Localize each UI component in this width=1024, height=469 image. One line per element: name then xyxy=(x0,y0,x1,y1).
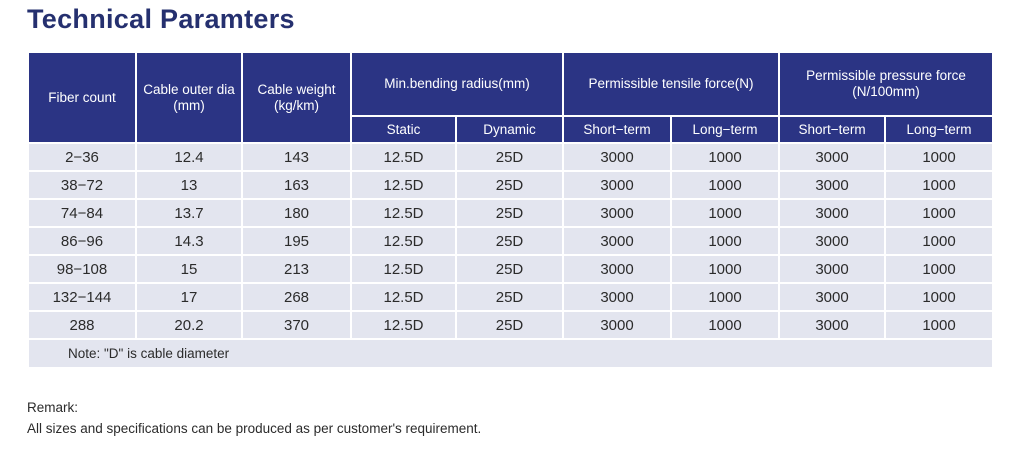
table-cell: 1000 xyxy=(669,282,781,312)
header-row: Fiber count Cable outer dia (mm) Cable w… xyxy=(27,51,995,144)
table-row: 38−72 13 163 12.5D 25D 3000 1000 3000 1000 xyxy=(27,170,995,200)
table-cell: 17 xyxy=(135,282,243,312)
table-cell: 25D xyxy=(455,282,564,312)
table-cell: 1000 xyxy=(669,142,781,172)
table-row: 98−108 15 213 12.5D 25D 3000 1000 3000 1000 xyxy=(27,254,995,284)
table-cell: 1000 xyxy=(669,310,781,340)
table-cell: 13.7 xyxy=(135,198,243,228)
table-cell: 1000 xyxy=(884,170,995,200)
table-cell: 3000 xyxy=(562,142,672,172)
table-cell: 213 xyxy=(241,254,352,284)
subheader-tensile-long-term: Long−term xyxy=(669,115,781,144)
table-cell: 1000 xyxy=(884,142,995,172)
table-cell: 3000 xyxy=(778,142,887,172)
table-row: 74−84 13.7 180 12.5D 25D 3000 1000 3000 1000 xyxy=(27,198,995,228)
table-cell: 1000 xyxy=(669,170,781,200)
subheader-row: Static Dynamic Short−term Long−term Shor… xyxy=(28,115,995,144)
table-cell: 3000 xyxy=(778,282,887,312)
table-cell: 1000 xyxy=(884,198,995,228)
table-cell: 12.4 xyxy=(135,142,243,172)
table-cell: 25D xyxy=(455,226,564,256)
remark-text: All sizes and specifications can be prod… xyxy=(27,421,482,436)
table-cell: 3000 xyxy=(778,198,887,228)
table-cell: 25D xyxy=(455,254,564,284)
table-cell: 143 xyxy=(241,142,352,172)
header-cable-outer-dia: Cable outer dia (mm) xyxy=(135,51,243,144)
subheader-pressure-short-term: Short−term xyxy=(778,115,887,144)
table-cell: 25D xyxy=(455,198,564,228)
header-tensile-force: Permissible tensile force(N) xyxy=(561,51,781,117)
table-cell: 3000 xyxy=(778,254,887,284)
table-cell: 12.5D xyxy=(350,198,457,228)
table-row: 2−36 12.4 143 12.5D 25D 3000 1000 3000 1000 xyxy=(27,142,995,172)
table-cell: 1000 xyxy=(669,226,781,256)
header-bending-radius: Min.bending radius(mm) xyxy=(350,51,564,117)
table-cell: 74−84 xyxy=(27,198,137,228)
table-row: 86−96 14.3 195 12.5D 25D 3000 1000 3000 1000 xyxy=(27,226,995,256)
table-cell: 2−36 xyxy=(27,142,137,172)
table-cell: 1000 xyxy=(884,254,995,284)
table-cell: 25D xyxy=(455,142,564,172)
table-cell: 12.5D xyxy=(350,310,457,340)
table-cell: 1000 xyxy=(669,254,781,284)
table-cell: 268 xyxy=(241,282,352,312)
table-row: 132−144 17 268 12.5D 25D 3000 1000 3000 1000 xyxy=(27,282,995,312)
table-cell: 12.5D xyxy=(350,226,457,256)
table-cell: 3000 xyxy=(562,254,672,284)
table-cell: 3000 xyxy=(778,310,887,340)
table-cell: 13 xyxy=(135,170,243,200)
table-cell: 132−144 xyxy=(27,282,137,312)
table-cell: 12.5D xyxy=(350,282,457,312)
table-cell: 98−108 xyxy=(27,254,137,284)
table-cell: 38−72 xyxy=(27,170,137,200)
table-cell: 288 xyxy=(27,310,137,340)
subheader-tensile-short-term: Short−term xyxy=(562,115,672,144)
table-cell: 25D xyxy=(455,310,564,340)
table-cell: 12.5D xyxy=(350,142,457,172)
header-fiber-count: Fiber count xyxy=(27,51,137,144)
table-cell: 1000 xyxy=(884,282,995,312)
note-text: Note: "D" is cable diameter xyxy=(26,338,995,369)
page-title: Technical Paramters xyxy=(27,4,295,34)
subheader-dynamic: Dynamic xyxy=(455,115,564,144)
table-cell: 86−96 xyxy=(27,226,137,256)
table-cell: 3000 xyxy=(562,226,672,256)
table-cell: 163 xyxy=(241,170,352,200)
table-cell: 14.3 xyxy=(135,226,243,256)
header-cable-weight: Cable weight (kg/km) xyxy=(241,51,352,144)
table-cell: 12.5D xyxy=(350,170,457,200)
table-cell: 370 xyxy=(241,310,352,340)
subheader-static: Static xyxy=(350,115,457,144)
table-cell: 3000 xyxy=(562,282,672,312)
table-body: 2−36 12.4 143 12.5D 25D 3000 1000 3000 1000 38−72… xyxy=(27,142,995,340)
header-pressure-force: Permissible pressure force (N/100mm) xyxy=(778,51,995,117)
table-row: 288 20.2 370 12.5D 25D 3000 1000 3000 1000 xyxy=(27,310,995,340)
table-cell: 3000 xyxy=(778,226,887,256)
table-cell: 20.2 xyxy=(135,310,243,340)
table-cell: 1000 xyxy=(884,226,995,256)
note-row: Note: "D" is cable diameter xyxy=(26,338,995,369)
table-cell: 180 xyxy=(241,198,352,228)
subheader-pressure-long-term: Long−term xyxy=(884,115,995,144)
remark-label: Remark: xyxy=(27,400,79,415)
table-cell: 12.5D xyxy=(350,254,457,284)
table-cell: 3000 xyxy=(562,310,672,340)
table-cell: 15 xyxy=(135,254,243,284)
table-cell: 3000 xyxy=(778,170,887,200)
technical-parameters-table: Fiber count Cable outer dia (mm) Cable w… xyxy=(26,51,995,369)
table-cell: 3000 xyxy=(562,198,672,228)
table-cell: 3000 xyxy=(562,170,672,200)
table-cell: 1000 xyxy=(669,198,781,228)
table-cell: 25D xyxy=(455,170,564,200)
table-cell: 1000 xyxy=(884,310,995,340)
table-cell: 195 xyxy=(241,226,352,256)
